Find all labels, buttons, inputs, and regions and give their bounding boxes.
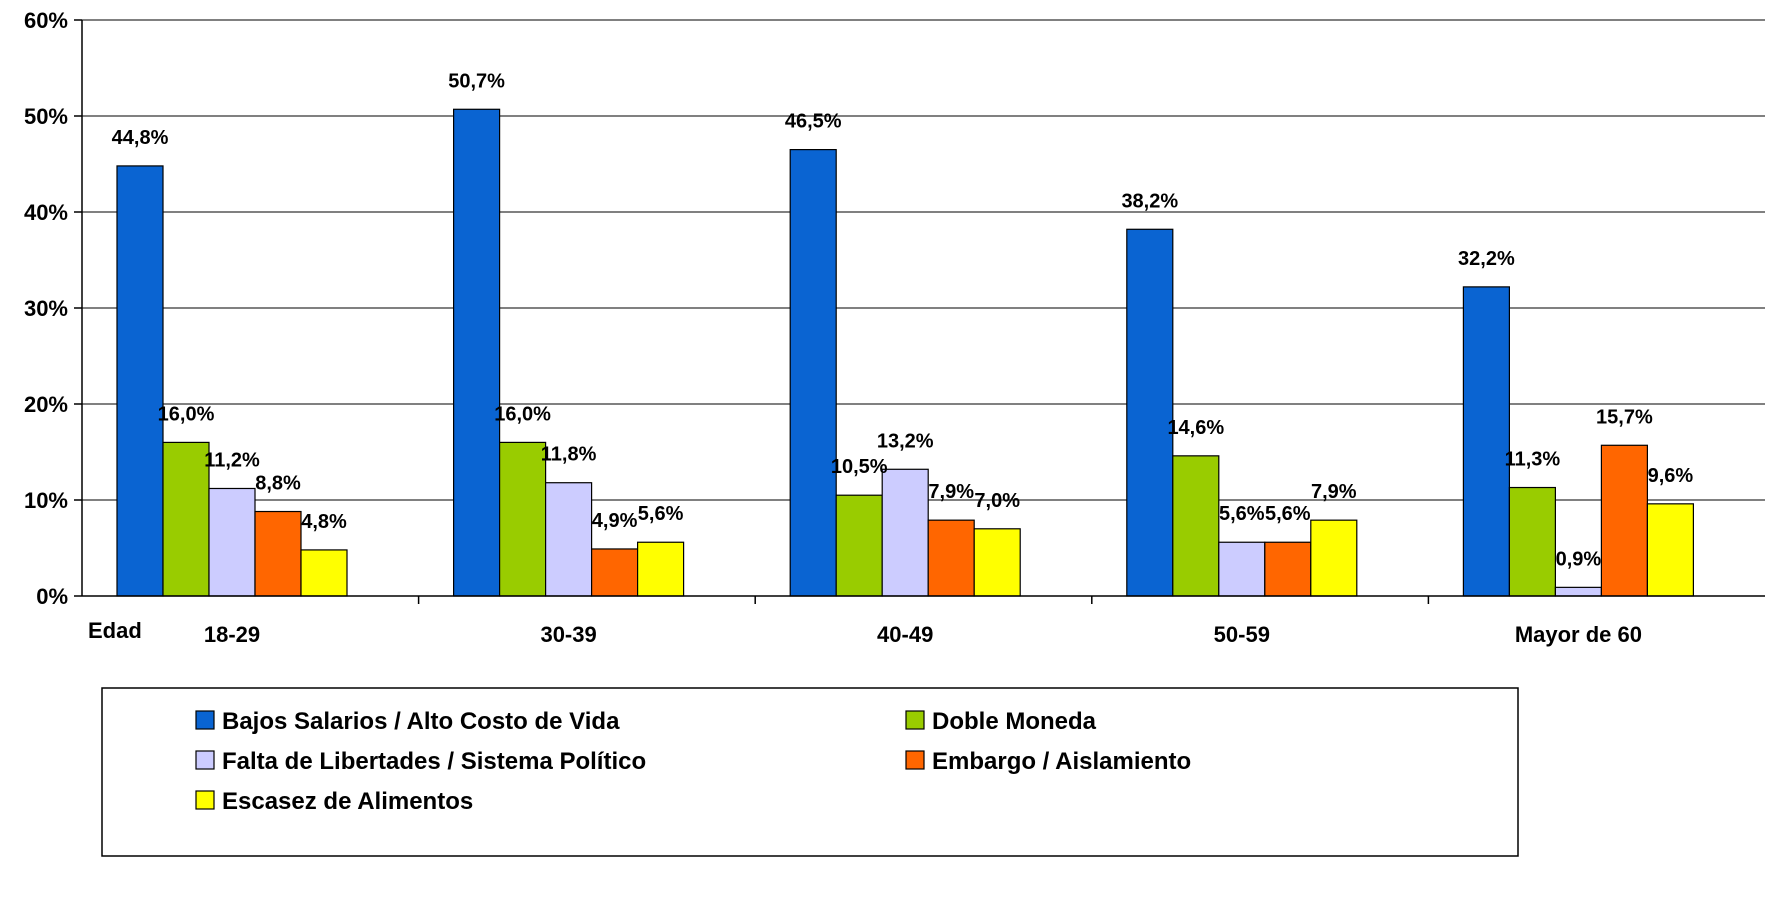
data-label: 4,9%: [592, 510, 638, 532]
bar: [1310, 519, 1358, 597]
category-label: 18-29: [204, 622, 260, 647]
bar: [973, 528, 1021, 597]
legend-box: [101, 687, 1519, 857]
bar: [1126, 228, 1174, 597]
bar: [590, 548, 639, 597]
bar: [162, 441, 210, 597]
bar: [499, 441, 547, 597]
y-tick-label: 30%: [24, 296, 68, 321]
y-tick-label: 10%: [24, 488, 68, 513]
data-label: 32,2%: [1458, 248, 1515, 270]
category-label: 50-59: [1214, 622, 1270, 647]
data-label: 11,8%: [541, 444, 597, 466]
category-axis-title: Edad: [88, 618, 142, 643]
bar: [208, 487, 256, 597]
legend-entry: Escasez de Alimentos: [222, 788, 473, 815]
bar: [1462, 286, 1511, 597]
category-label: Mayor de 60: [1515, 622, 1642, 647]
category-label: 30-39: [540, 622, 596, 647]
data-label: 14,6%: [1167, 417, 1224, 439]
data-label: 50,7%: [448, 70, 505, 92]
data-label: 15,7%: [1596, 406, 1653, 428]
legend-entry: Embargo / Aislamiento: [932, 748, 1191, 775]
bar: [1554, 586, 1603, 597]
y-tick-label: 20%: [24, 392, 68, 417]
legend-swatch: [905, 710, 925, 730]
bar: [1264, 541, 1312, 597]
legend-swatch: [195, 710, 215, 730]
data-label: 0,9%: [1556, 548, 1602, 570]
data-label: 5,6%: [1219, 503, 1265, 525]
y-tick-label: 60%: [24, 8, 68, 33]
bar: [1600, 444, 1649, 597]
bar: [835, 494, 883, 597]
bar: [453, 108, 501, 597]
bar: [927, 519, 975, 597]
data-label: 46,5%: [785, 111, 842, 133]
data-label: 16,0%: [158, 403, 215, 425]
y-tick-label: 50%: [24, 104, 68, 129]
bar: [300, 549, 348, 597]
data-label: 38,2%: [1121, 190, 1178, 212]
legend-swatch: [195, 750, 215, 770]
bar: [789, 149, 837, 597]
bar: [1508, 486, 1557, 597]
bar: [116, 165, 164, 597]
category-labels: 18-29 30-39 40-49 50-59 Mayor de 60 Edad: [88, 618, 1642, 647]
y-tick-labels: 0% 10% 20% 30% 40% 50% 60%: [24, 8, 68, 609]
data-label: 44,8%: [112, 127, 169, 149]
legend-entry: Falta de Libertades / Sistema Político: [222, 748, 646, 775]
y-tick-label: 0%: [36, 584, 68, 609]
data-label: 7,9%: [1311, 481, 1357, 503]
bar: [1218, 541, 1266, 597]
bar: [544, 482, 593, 597]
legend-swatch: [905, 750, 925, 770]
y-tick-label: 40%: [24, 200, 68, 225]
data-label: 5,6%: [1265, 503, 1311, 525]
data-label: 8,8%: [255, 473, 301, 495]
legend-swatch: [195, 790, 215, 810]
legend-entry: Bajos Salarios / Alto Costo de Vida: [222, 708, 620, 735]
data-label: 7,9%: [928, 481, 974, 503]
bars: [116, 108, 1695, 597]
data-label: 16,0%: [494, 403, 551, 425]
legend: Bajos Salarios / Alto Costo de Vida Doble…: [101, 687, 1519, 857]
bar: [1646, 503, 1695, 597]
bar: [254, 510, 302, 597]
data-label: 9,6%: [1648, 465, 1694, 487]
axes: [74, 19, 1765, 604]
data-label: 11,2%: [204, 449, 260, 471]
data-labels: 44,8% 16,0% 11,2%8,8%4,8% 50,7% 16,0% 11,8% 4,…: [112, 70, 1694, 570]
data-label: 4,8%: [301, 511, 347, 533]
data-label: 11,3%: [1505, 449, 1561, 471]
data-label: 10,5%: [831, 456, 888, 478]
bar: [636, 541, 685, 597]
bar: [1172, 455, 1220, 597]
category-label: 40-49: [877, 622, 933, 647]
bar: [881, 468, 929, 597]
data-label: 13,2%: [877, 430, 934, 452]
data-label: 7,0%: [974, 490, 1020, 512]
data-label: 5,6%: [638, 503, 684, 525]
legend-entry: Doble Moneda: [932, 708, 1097, 735]
